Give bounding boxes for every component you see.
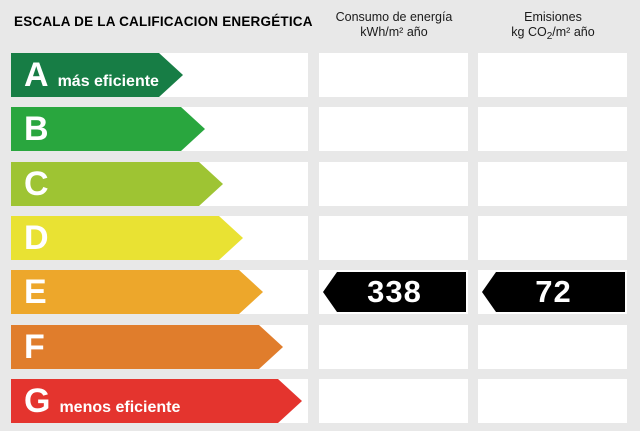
consumo-cell-g xyxy=(319,379,468,423)
rating-row-b: B xyxy=(0,107,640,151)
consumo-cell-b xyxy=(319,107,468,151)
rating-arrow-c: C xyxy=(11,162,223,206)
consumo-header-line1: Consumo de energía xyxy=(335,10,453,24)
rating-arrow-d: D xyxy=(11,216,243,260)
emisiones-unit-prefix: kg CO xyxy=(511,25,547,39)
rating-label-a: más eficiente xyxy=(57,73,159,90)
rating-letter-b: B xyxy=(24,110,49,148)
emisiones-cell-c xyxy=(478,162,627,206)
consumo-value: 338 xyxy=(367,274,422,309)
rating-row-f: F xyxy=(0,325,640,369)
consumo-cell-a xyxy=(319,53,468,97)
co2-subscript: 2 xyxy=(546,31,553,42)
emisiones-header-line1: Emisiones xyxy=(524,10,582,24)
emisiones-cell-g xyxy=(478,379,627,423)
emisiones-value: 72 xyxy=(535,274,572,309)
rating-row-d: D xyxy=(0,216,640,260)
rating-arrow-e: E xyxy=(11,270,263,314)
consumo-cell-e: 338 xyxy=(319,270,468,314)
rating-letter-f: F xyxy=(24,328,45,366)
rating-arrow-b: B xyxy=(11,107,205,151)
consumo-cell-f xyxy=(319,325,468,369)
consumo-value-arrow: 338 xyxy=(323,272,466,312)
rating-letter-c: C xyxy=(24,165,49,203)
emisiones-header-line2: kg CO2/m² año xyxy=(478,25,628,44)
consumo-cell-c xyxy=(319,162,468,206)
rating-letter-e: E xyxy=(24,273,47,311)
emisiones-unit-suffix: /m² año xyxy=(552,25,595,39)
emisiones-cell-a xyxy=(478,53,627,97)
rating-letter-a: A xyxy=(24,56,49,94)
emisiones-cell-e: 72 xyxy=(478,270,627,314)
consumo-column-header: Consumo de energía kWh/m² año xyxy=(319,10,469,40)
rating-letter-d: D xyxy=(24,219,49,257)
rating-row-e: 338 72 E xyxy=(0,270,640,314)
emisiones-cell-f xyxy=(478,325,627,369)
rating-arrow-f: F xyxy=(11,325,283,369)
rating-label-g: menos eficiente xyxy=(59,399,181,416)
emisiones-cell-b xyxy=(478,107,627,151)
rating-row-c: C xyxy=(0,162,640,206)
page-title: ESCALA DE LA CALIFICACION ENERGÉTICA xyxy=(14,14,313,29)
emisiones-value-arrow: 72 xyxy=(482,272,625,312)
rating-letter-g: G xyxy=(24,382,51,420)
consumo-cell-d xyxy=(319,216,468,260)
emisiones-cell-d xyxy=(478,216,627,260)
consumo-header-line2: kWh/m² año xyxy=(360,25,428,39)
emisiones-column-header: Emisiones kg CO2/m² año xyxy=(478,10,628,44)
